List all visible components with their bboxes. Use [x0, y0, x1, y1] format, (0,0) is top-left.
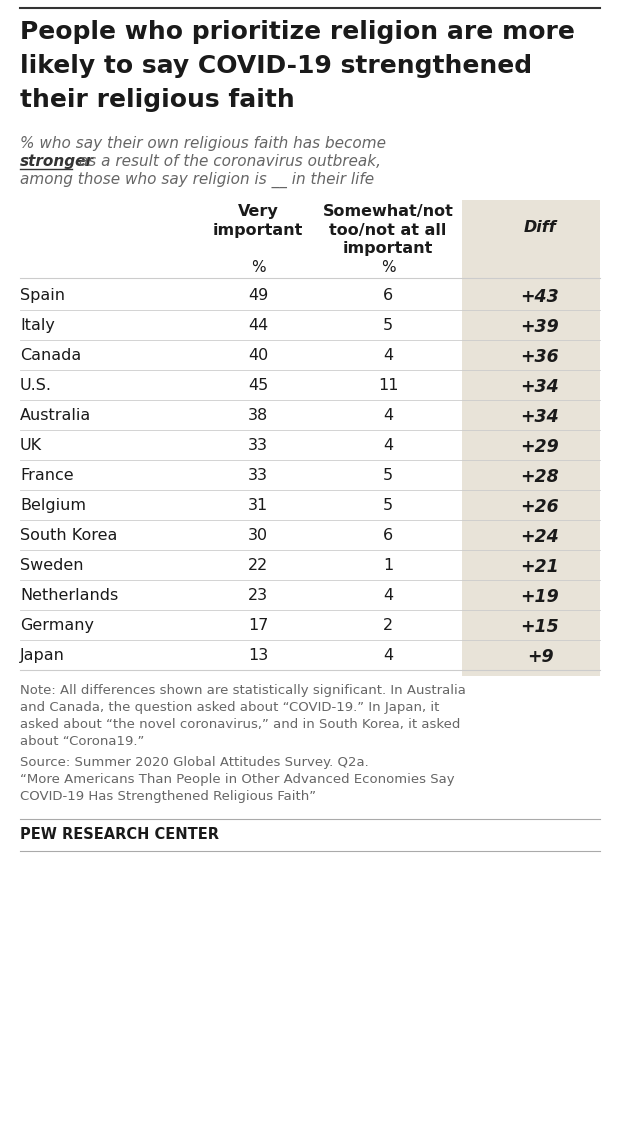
Text: 30: 30	[248, 529, 268, 543]
Text: 40: 40	[248, 348, 268, 363]
Text: 49: 49	[248, 288, 268, 303]
Bar	[462, 200, 600, 676]
Text: likely to say COVID-19 strengthened: likely to say COVID-19 strengthened	[20, 54, 532, 78]
Text: their religious faith: their religious faith	[20, 88, 294, 112]
Text: % who say their own religious faith has become: % who say their own religious faith has …	[20, 136, 386, 151]
Text: +26: +26	[521, 498, 559, 516]
Text: South Korea: South Korea	[20, 529, 117, 543]
Text: Note: All differences shown are statistically significant. In Australia: Note: All differences shown are statisti…	[20, 684, 466, 697]
Text: among those who say religion is __ in their life: among those who say religion is __ in th…	[20, 172, 374, 189]
Text: 38: 38	[248, 408, 268, 423]
Text: +36: +36	[521, 348, 559, 366]
Text: and Canada, the question asked about “COVID-19.” In Japan, it: and Canada, the question asked about “CO…	[20, 701, 440, 714]
Text: Canada: Canada	[20, 348, 81, 363]
Text: %: %	[250, 260, 265, 275]
Text: Japan: Japan	[20, 648, 65, 664]
Text: Very
important: Very important	[213, 204, 303, 238]
Text: 23: 23	[248, 588, 268, 603]
Text: 17: 17	[248, 618, 268, 633]
Text: Australia: Australia	[20, 408, 91, 423]
Text: +43: +43	[521, 288, 559, 305]
Text: 4: 4	[383, 438, 393, 453]
Text: %: %	[381, 260, 396, 275]
Text: about “Corona19.”: about “Corona19.”	[20, 734, 144, 748]
Text: “More Americans Than People in Other Advanced Economies Say: “More Americans Than People in Other Adv…	[20, 773, 454, 786]
Text: Italy: Italy	[20, 318, 55, 333]
Text: +9: +9	[526, 648, 553, 666]
Text: Belgium: Belgium	[20, 498, 86, 513]
Text: 2: 2	[383, 618, 393, 633]
Text: PEW RESEARCH CENTER: PEW RESEARCH CENTER	[20, 827, 219, 842]
Text: 45: 45	[248, 378, 268, 394]
Text: Germany: Germany	[20, 618, 94, 633]
Text: 31: 31	[248, 498, 268, 513]
Text: asked about “the novel coronavirus,” and in South Korea, it asked: asked about “the novel coronavirus,” and…	[20, 718, 461, 731]
Text: 11: 11	[378, 378, 398, 394]
Text: Source: Summer 2020 Global Attitudes Survey. Q2a.: Source: Summer 2020 Global Attitudes Sur…	[20, 756, 369, 769]
Text: 5: 5	[383, 498, 393, 513]
Text: +21: +21	[521, 558, 559, 575]
Text: 44: 44	[248, 318, 268, 333]
Text: 22: 22	[248, 558, 268, 573]
Text: 4: 4	[383, 408, 393, 423]
Text: 33: 33	[248, 468, 268, 483]
Text: Spain: Spain	[20, 288, 65, 303]
Text: 1: 1	[383, 558, 393, 573]
Text: as a result of the coronavirus outbreak,: as a result of the coronavirus outbreak,	[74, 154, 381, 169]
Text: 6: 6	[383, 288, 393, 303]
Text: 6: 6	[383, 529, 393, 543]
Text: France: France	[20, 468, 74, 483]
Text: COVID-19 Has Strengthened Religious Faith”: COVID-19 Has Strengthened Religious Fait…	[20, 791, 316, 803]
Text: +34: +34	[521, 378, 559, 396]
Text: +15: +15	[521, 618, 559, 636]
Text: People who prioritize religion are more: People who prioritize religion are more	[20, 19, 575, 43]
Text: 5: 5	[383, 318, 393, 333]
Text: Netherlands: Netherlands	[20, 588, 118, 603]
Text: Diff: Diff	[524, 220, 556, 235]
Text: 33: 33	[248, 438, 268, 453]
Text: 5: 5	[383, 468, 393, 483]
Text: 4: 4	[383, 348, 393, 363]
Text: +34: +34	[521, 408, 559, 426]
Text: +28: +28	[521, 468, 559, 486]
Text: +29: +29	[521, 438, 559, 456]
Text: Sweden: Sweden	[20, 558, 84, 573]
Text: stronger: stronger	[20, 154, 94, 169]
Text: 13: 13	[248, 648, 268, 664]
Text: Somewhat/not
too/not at all
important: Somewhat/not too/not at all important	[322, 204, 453, 256]
Text: UK: UK	[20, 438, 42, 453]
Text: +19: +19	[521, 588, 559, 606]
Text: +24: +24	[521, 529, 559, 546]
Text: 4: 4	[383, 648, 393, 664]
Text: 4: 4	[383, 588, 393, 603]
Text: +39: +39	[521, 318, 559, 336]
Text: U.S.: U.S.	[20, 378, 52, 394]
